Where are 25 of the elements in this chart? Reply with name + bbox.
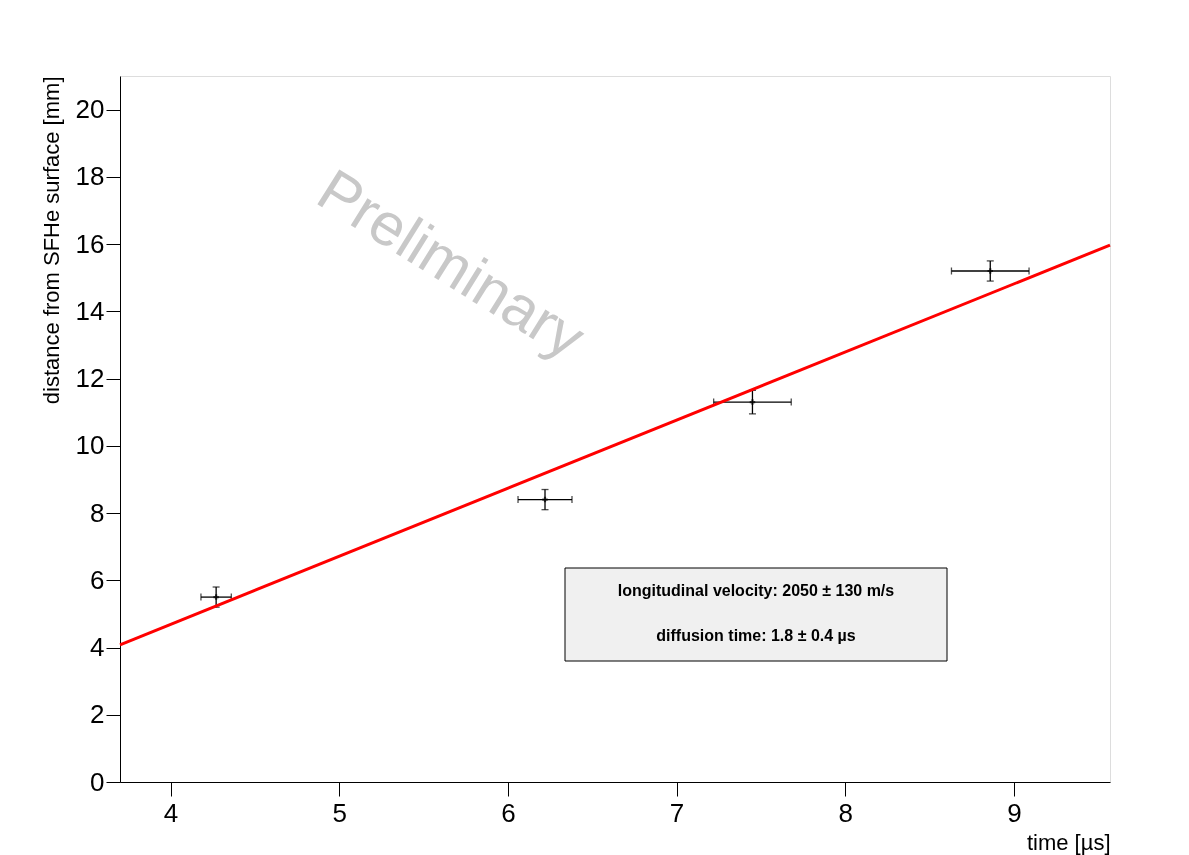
x-tick-label: 8 <box>838 797 853 828</box>
y-tick-label: 4 <box>90 632 105 663</box>
x-tick-label: 5 <box>332 797 347 828</box>
x-tick-label: 4 <box>163 797 179 828</box>
annotation: diffusion time: 1.8 ± 0.4 µs <box>656 627 856 644</box>
y-tick-label: 14 <box>75 295 105 326</box>
y-tick-label: 0 <box>90 766 105 797</box>
point <box>749 399 756 405</box>
x-tick-label: 7 <box>669 797 685 828</box>
x-tick-label: 9 <box>1007 797 1022 828</box>
point <box>542 496 548 503</box>
annotation: longitudinal velocity: 2050 ± 130 m/s <box>617 582 895 599</box>
point <box>213 594 219 600</box>
y-tick-label: 10 <box>75 430 105 461</box>
y-tick-label: 18 <box>75 161 105 192</box>
y-tick-label: 16 <box>75 228 105 259</box>
point <box>987 268 993 274</box>
y-tick-label: 6 <box>90 564 105 595</box>
x-tick-label: 6 <box>501 797 516 828</box>
x-axis-title: time [µs] <box>1026 829 1111 855</box>
y-tick-label: 8 <box>90 497 105 528</box>
y-tick-label: 2 <box>90 699 105 730</box>
y-tick-label: 12 <box>75 363 105 394</box>
y-tick-label: 20 <box>75 94 105 125</box>
y-axis-title: distance from SFHe surface [mm] <box>38 76 64 405</box>
